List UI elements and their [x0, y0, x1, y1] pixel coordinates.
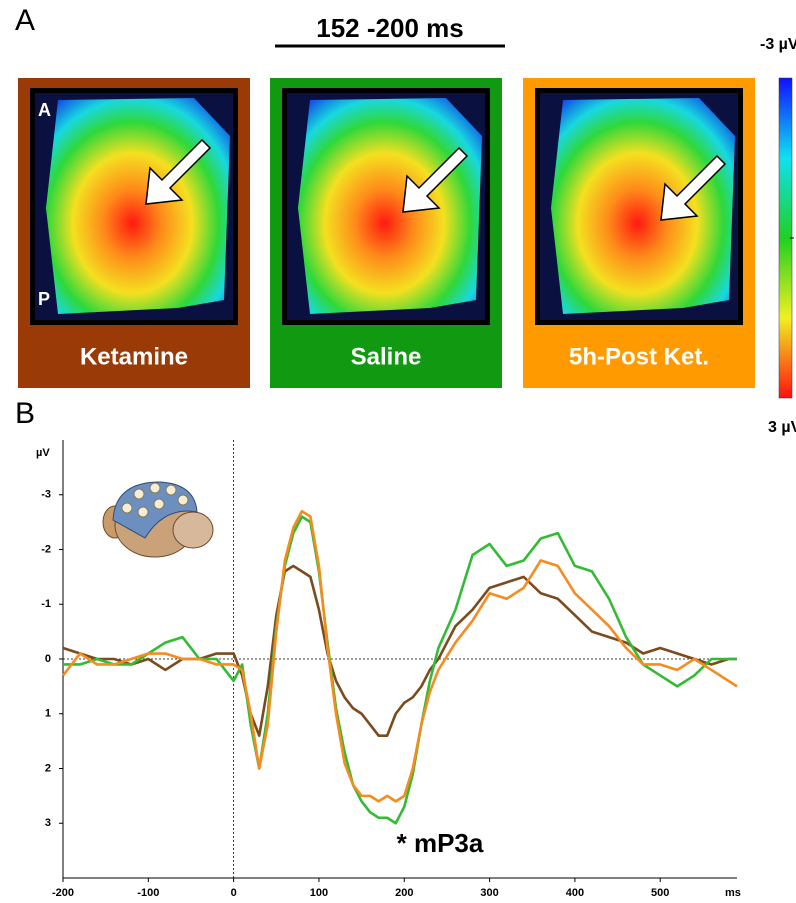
- y-tick-label: 3: [45, 817, 51, 829]
- electrode: [153, 498, 165, 510]
- y-tick-label: -3: [41, 489, 51, 501]
- time-window: 152 -200 ms: [316, 13, 463, 43]
- panel-label: B: [15, 397, 35, 430]
- x-tick-label: 0: [231, 887, 237, 899]
- x-axis-label: ms: [725, 887, 741, 899]
- y-axis-label: µV: [36, 447, 50, 459]
- electrode: [177, 494, 189, 506]
- erp-line: [63, 515, 737, 825]
- x-tick-label: 300: [480, 887, 498, 899]
- y-tick-label: -2: [41, 543, 51, 555]
- arrow: [145, 138, 212, 205]
- x-tick-label: 500: [651, 887, 669, 899]
- monkey-icon: [102, 481, 214, 558]
- topo-panel: A P Ketamine: [18, 78, 250, 388]
- y-tick-label: -1: [41, 598, 51, 610]
- electrode: [121, 502, 133, 514]
- x-tick-label: 400: [566, 887, 584, 899]
- face: [172, 511, 214, 549]
- electrode: [133, 488, 145, 500]
- y-tick-label: 0: [45, 653, 51, 665]
- electrode: [137, 506, 149, 518]
- condition-label: Ketamine: [80, 343, 188, 370]
- scalp-map: [551, 98, 735, 314]
- x-tick-label: -200: [52, 887, 74, 899]
- colorbar-bottom-label: 3 µV: [768, 419, 796, 436]
- topo-panel: Saline: [270, 78, 502, 388]
- arrow: [402, 146, 469, 213]
- electrode: [149, 482, 161, 494]
- x-tick-label: 200: [395, 887, 413, 899]
- anterior-label: A: [38, 100, 51, 120]
- x-tick-label: -100: [137, 887, 159, 899]
- x-tick-label: 100: [310, 887, 328, 899]
- erp-chart: -3 -2 -1 0 1 2 3 -200 -100 0 100 200 300 400 500 µV ms * …: [36, 440, 741, 899]
- condition-label: 5h-Post Ket.: [569, 343, 709, 370]
- scalp-map: [298, 98, 482, 314]
- annotation: * mP3a: [397, 828, 484, 858]
- condition-label: Saline: [351, 343, 422, 370]
- colorbar-top-label: -3 µV: [760, 36, 796, 53]
- topo-maps: A P Ketamine Saline 5h-Post Ket.: [18, 78, 755, 388]
- panel-label: A: [15, 4, 35, 37]
- y-tick-label: 1: [45, 708, 51, 720]
- erp-line: [62, 564, 737, 737]
- erp-line: [61, 509, 738, 803]
- posterior-label: P: [38, 289, 50, 309]
- electrode: [165, 484, 177, 496]
- y-tick-label: 2: [45, 762, 51, 774]
- scalp-map: [46, 98, 230, 314]
- arrow: [660, 154, 727, 221]
- topo-panel: 5h-Post Ket.: [523, 78, 755, 388]
